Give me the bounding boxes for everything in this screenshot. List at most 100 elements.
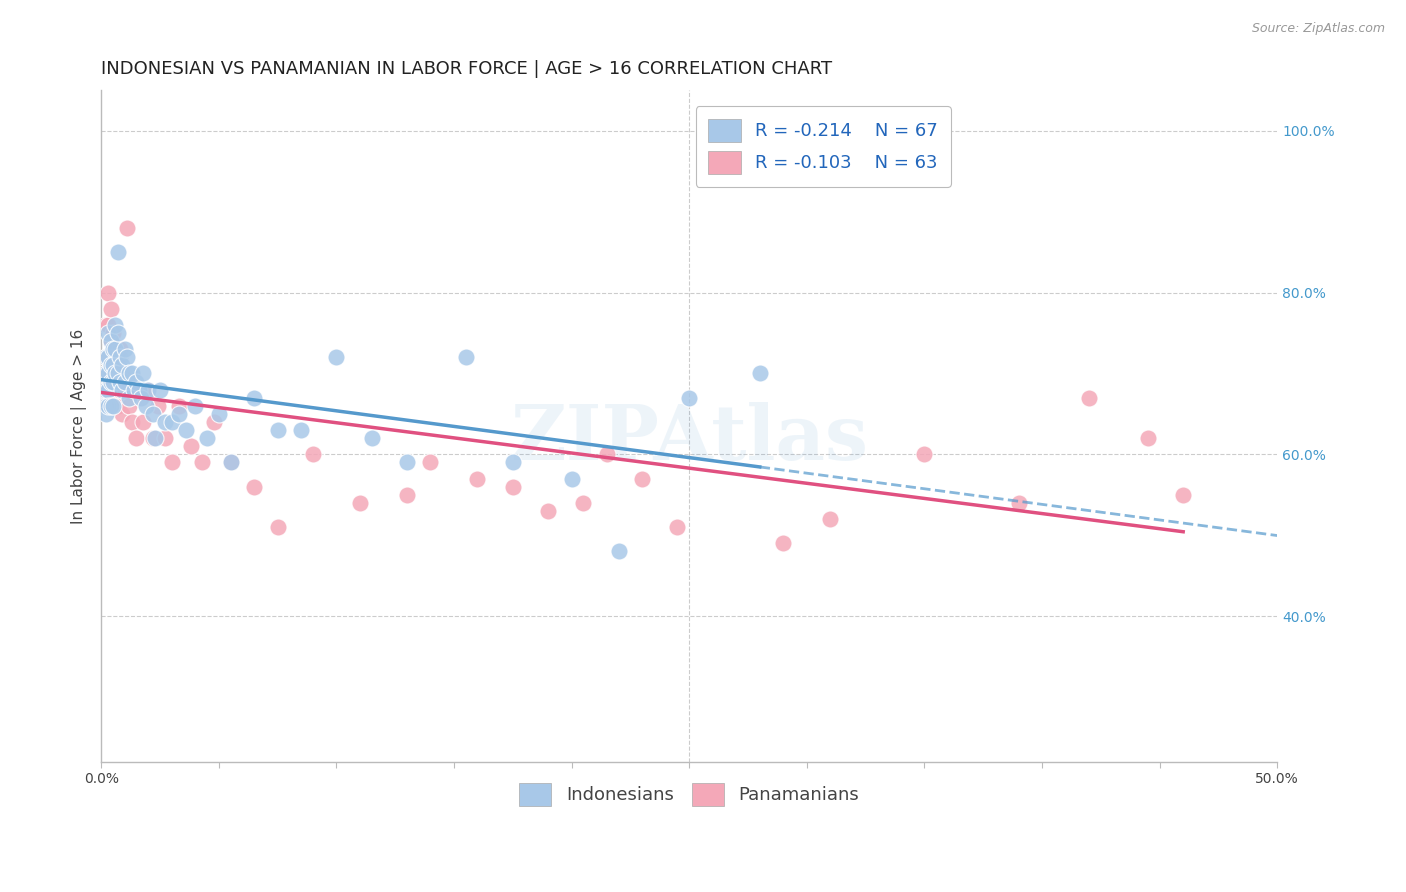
Point — [419, 455, 441, 469]
Point — [666, 520, 689, 534]
Point — [180, 439, 202, 453]
Point — [93, 391, 115, 405]
Point — [100, 334, 122, 348]
Point — [104, 342, 127, 356]
Point — [125, 431, 148, 445]
Point — [118, 367, 141, 381]
Point — [132, 367, 155, 381]
Point — [111, 407, 134, 421]
Point — [160, 415, 183, 429]
Point — [136, 383, 159, 397]
Point — [631, 472, 654, 486]
Point — [121, 415, 143, 429]
Point — [114, 375, 136, 389]
Point — [772, 536, 794, 550]
Point — [93, 383, 115, 397]
Point — [104, 342, 127, 356]
Point — [572, 496, 595, 510]
Point — [104, 318, 127, 332]
Point — [1136, 431, 1159, 445]
Point — [104, 367, 127, 381]
Point — [115, 220, 138, 235]
Point — [100, 375, 122, 389]
Point — [97, 383, 120, 397]
Point — [97, 285, 120, 300]
Point — [748, 367, 770, 381]
Point — [454, 351, 477, 365]
Point — [94, 367, 117, 381]
Point — [219, 455, 242, 469]
Point — [108, 351, 131, 365]
Point — [135, 399, 157, 413]
Point — [149, 383, 172, 397]
Point — [115, 351, 138, 365]
Point — [122, 383, 145, 397]
Point — [100, 334, 122, 348]
Point — [290, 423, 312, 437]
Point — [111, 383, 134, 397]
Point — [101, 359, 124, 373]
Point — [104, 375, 127, 389]
Point — [195, 431, 218, 445]
Point — [266, 423, 288, 437]
Point — [142, 407, 165, 421]
Point — [174, 423, 197, 437]
Point — [94, 383, 117, 397]
Point — [146, 399, 169, 413]
Point — [94, 367, 117, 381]
Point — [107, 245, 129, 260]
Point — [114, 383, 136, 397]
Point — [502, 455, 524, 469]
Point — [1007, 496, 1029, 510]
Point — [111, 359, 134, 373]
Point — [108, 342, 131, 356]
Point — [107, 399, 129, 413]
Point — [1173, 488, 1195, 502]
Text: ZIPAtlas: ZIPAtlas — [510, 402, 868, 476]
Point — [101, 359, 124, 373]
Point — [325, 351, 347, 365]
Point — [101, 399, 124, 413]
Point — [94, 351, 117, 365]
Point — [101, 375, 124, 389]
Point — [266, 520, 288, 534]
Point — [107, 367, 129, 381]
Point — [129, 391, 152, 405]
Point — [93, 399, 115, 413]
Point — [153, 415, 176, 429]
Point — [184, 399, 207, 413]
Point — [93, 399, 115, 413]
Point — [129, 391, 152, 405]
Point — [167, 399, 190, 413]
Point — [167, 407, 190, 421]
Point — [97, 399, 120, 413]
Point — [100, 359, 122, 373]
Point — [136, 383, 159, 397]
Point — [395, 455, 418, 469]
Point — [208, 407, 231, 421]
Point — [243, 480, 266, 494]
Point — [93, 383, 115, 397]
Point — [160, 455, 183, 469]
Text: Source: ZipAtlas.com: Source: ZipAtlas.com — [1251, 22, 1385, 36]
Point — [596, 447, 619, 461]
Point — [118, 399, 141, 413]
Point — [395, 488, 418, 502]
Point — [97, 351, 120, 365]
Point — [219, 455, 242, 469]
Point — [97, 383, 120, 397]
Point — [678, 391, 700, 405]
Point — [153, 431, 176, 445]
Point — [107, 359, 129, 373]
Point — [97, 351, 120, 365]
Text: INDONESIAN VS PANAMANIAN IN LABOR FORCE | AGE > 16 CORRELATION CHART: INDONESIAN VS PANAMANIAN IN LABOR FORCE … — [101, 60, 832, 78]
Y-axis label: In Labor Force | Age > 16: In Labor Force | Age > 16 — [72, 328, 87, 524]
Point — [142, 431, 165, 445]
Point — [101, 326, 124, 340]
Point — [125, 375, 148, 389]
Point — [97, 318, 120, 332]
Point — [502, 480, 524, 494]
Point — [128, 383, 150, 397]
Point — [100, 301, 122, 316]
Point — [94, 407, 117, 421]
